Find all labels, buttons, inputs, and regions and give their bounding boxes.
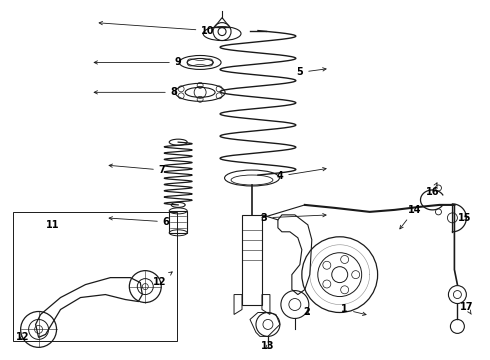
Text: 6: 6 <box>109 217 170 227</box>
Text: 10: 10 <box>99 22 215 36</box>
Text: 12: 12 <box>152 272 172 287</box>
Text: 11: 11 <box>46 220 59 230</box>
Bar <box>13 212 177 341</box>
Text: 3: 3 <box>261 213 326 223</box>
Bar <box>169 211 187 233</box>
Bar <box>242 215 262 305</box>
Text: 4: 4 <box>276 167 326 181</box>
Text: 9: 9 <box>94 58 182 67</box>
Text: 1: 1 <box>342 305 366 315</box>
Text: 15: 15 <box>458 213 471 223</box>
Text: 7: 7 <box>109 164 166 175</box>
Text: 2: 2 <box>303 307 310 318</box>
Text: 16: 16 <box>426 183 439 197</box>
Text: 5: 5 <box>296 67 326 77</box>
Text: 14: 14 <box>400 205 421 229</box>
Text: 8: 8 <box>94 87 178 97</box>
Text: 17: 17 <box>460 302 473 314</box>
Text: 13: 13 <box>261 341 275 351</box>
Text: 12: 12 <box>16 332 29 342</box>
